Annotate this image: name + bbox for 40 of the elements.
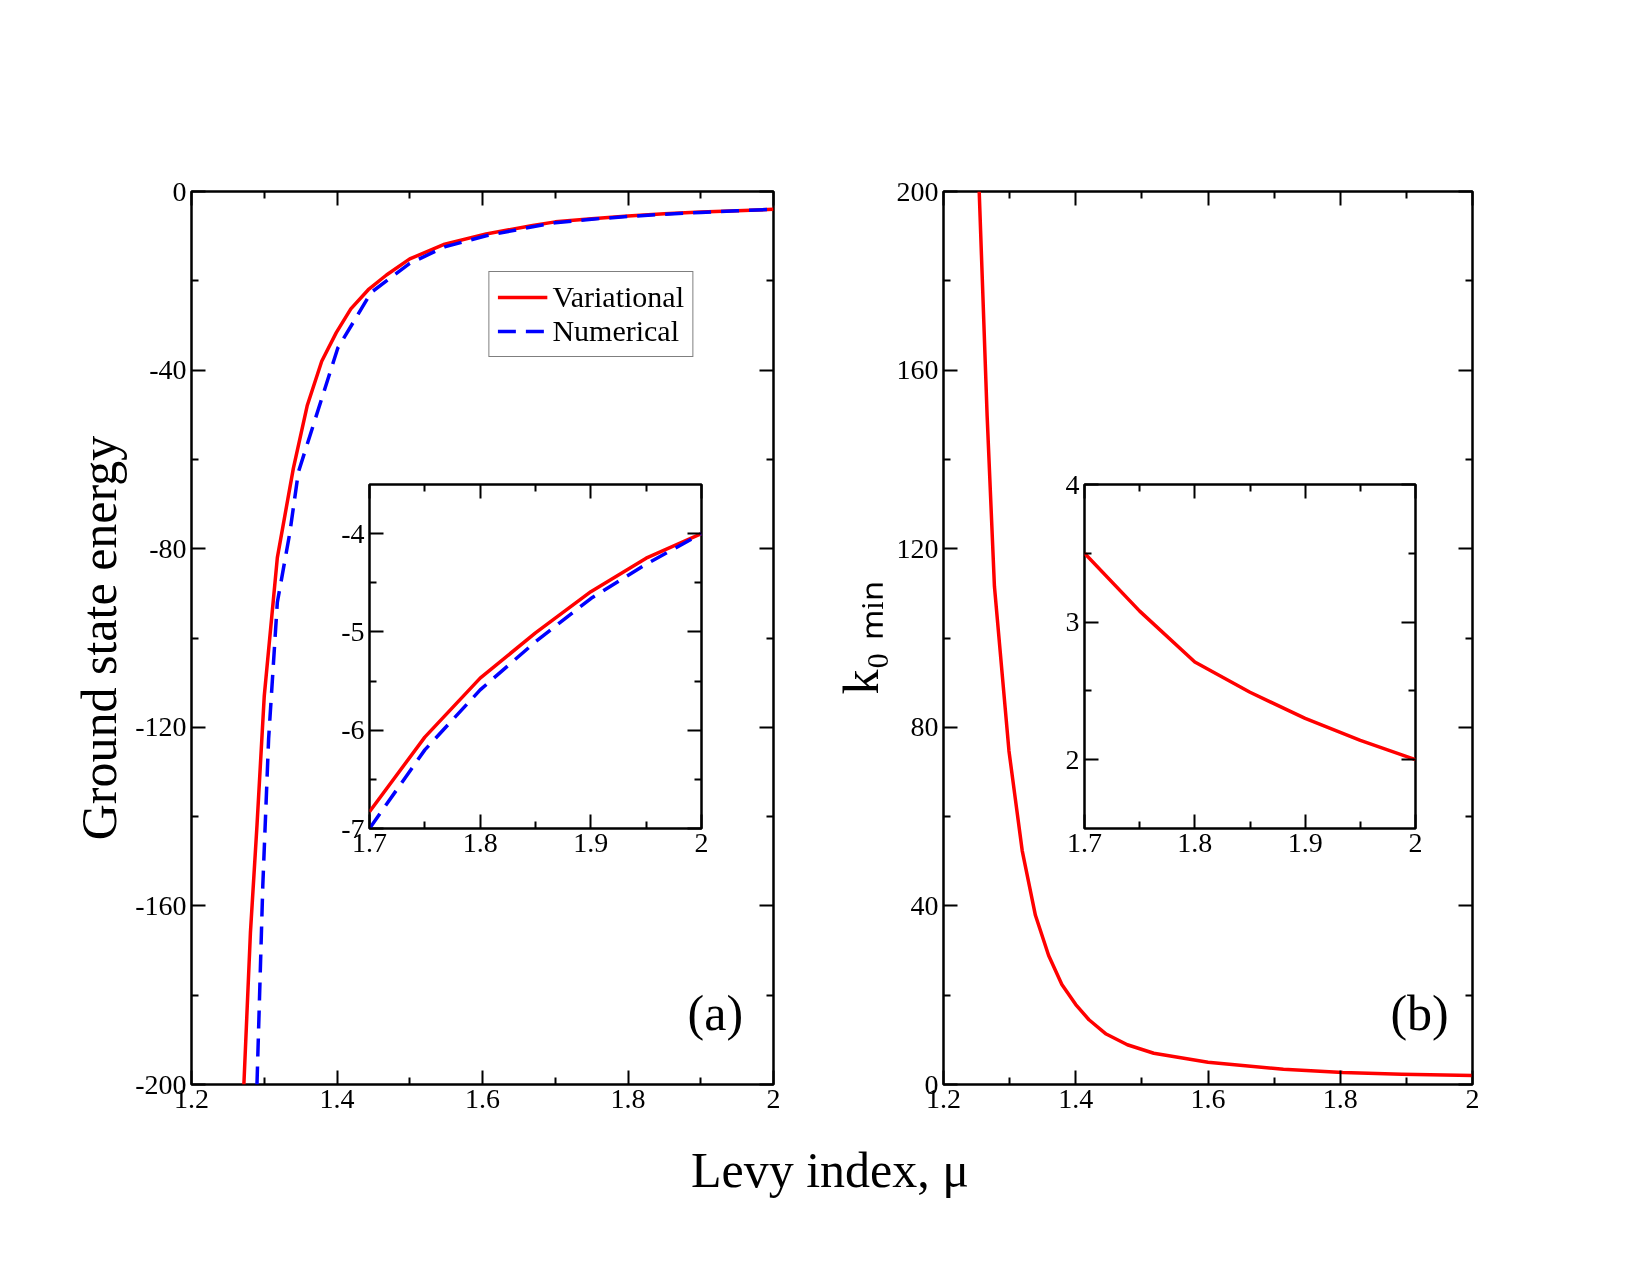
x-tick-label: 1.6 <box>465 1082 500 1114</box>
legend-label: Variational <box>552 280 684 314</box>
y-tick-label: 0 <box>172 175 187 207</box>
x-axis-title: Levy index, μ <box>690 1141 970 1200</box>
line-series <box>977 191 1473 1078</box>
y-tick-label: 120 <box>896 532 939 564</box>
x-tick-label: 1.4 <box>319 1082 355 1114</box>
y-tick-label: 160 <box>896 354 939 386</box>
x-tick-label: 2 <box>694 826 709 858</box>
x-tick-label: 2 <box>766 1082 781 1114</box>
y-tick-label: -4 <box>341 517 365 549</box>
y-tick-label: -120 <box>135 711 187 743</box>
y-tick-label: 200 <box>896 175 939 207</box>
y-tick-label: -160 <box>135 889 187 921</box>
annotation: (b) <box>1390 985 1449 1042</box>
legend-label: Numerical <box>552 314 679 348</box>
x-tick-label: 2 <box>1465 1082 1480 1114</box>
x-tick-label: 1.8 <box>610 1082 646 1114</box>
x-tick-label: 1.6 <box>1190 1082 1226 1114</box>
x-tick-label: 1.8 <box>1322 1082 1358 1114</box>
y-tick-label: -40 <box>149 354 187 386</box>
x-tick-label: 1.9 <box>1287 826 1323 858</box>
y-tick-label: -5 <box>341 615 365 647</box>
x-tick-label: 1.9 <box>573 826 609 858</box>
x-tick-label: 1.4 <box>1058 1082 1094 1114</box>
x-tick-label: 2 <box>1408 826 1423 858</box>
y-tick-label: -6 <box>341 714 365 746</box>
x-tick-label: 1.8 <box>462 826 498 858</box>
annotation: (a) <box>687 985 744 1042</box>
x-tick-label: 1.7 <box>1067 826 1102 858</box>
line-series <box>1084 551 1416 762</box>
y-tick-label: 40 <box>910 889 939 921</box>
y-tick-label: 4 <box>1065 468 1080 500</box>
y-axis-title: k₀ ₘᵢₙ <box>832 581 889 695</box>
y-axis-title: Ground state energy <box>71 435 128 841</box>
y-tick-label: 3 <box>1065 606 1080 638</box>
x-tick-label: 1.8 <box>1177 826 1213 858</box>
y-tick-label: 80 <box>910 711 939 743</box>
y-tick-label: -80 <box>149 532 187 564</box>
y-tick-label: 2 <box>1065 743 1080 775</box>
